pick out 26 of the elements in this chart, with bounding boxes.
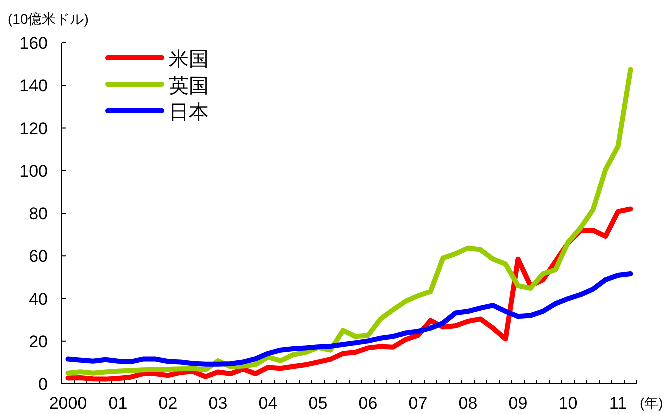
y-tick-label: 0 [38,375,48,394]
x-tick-label: 2000 [49,394,88,413]
x-tick-label: 04 [258,394,278,413]
y-tick-label: 160 [20,34,48,53]
x-tick-label: 08 [458,394,478,413]
y-tick-label: 60 [29,247,48,266]
x-tick-label: 01 [108,394,128,413]
y-tick-label: 100 [20,162,48,181]
y-tick-label: 120 [20,119,48,138]
y-tick-label: 80 [29,204,48,224]
x-tick-label: 03 [208,394,228,413]
y-tick-label: 20 [29,332,48,352]
legend-label: 英国 [169,76,209,98]
x-tick-label: 06 [358,394,378,413]
y-axis-title: (10億米ドル) [8,11,89,27]
x-tick-label: 05 [308,394,328,413]
x-tick-label: 07 [408,394,428,413]
legend-label: 米国 [169,49,209,71]
y-tick-label: 140 [20,76,48,96]
x-tick-label: 10 [558,394,578,413]
x-tick-label: 11 [609,394,628,413]
legend-label: 日本 [169,102,209,124]
x-tick-label: 09 [508,394,528,413]
x-tick-label: 02 [158,394,178,413]
x-axis-title: (年) [640,395,664,411]
y-tick-label: 40 [29,290,48,309]
